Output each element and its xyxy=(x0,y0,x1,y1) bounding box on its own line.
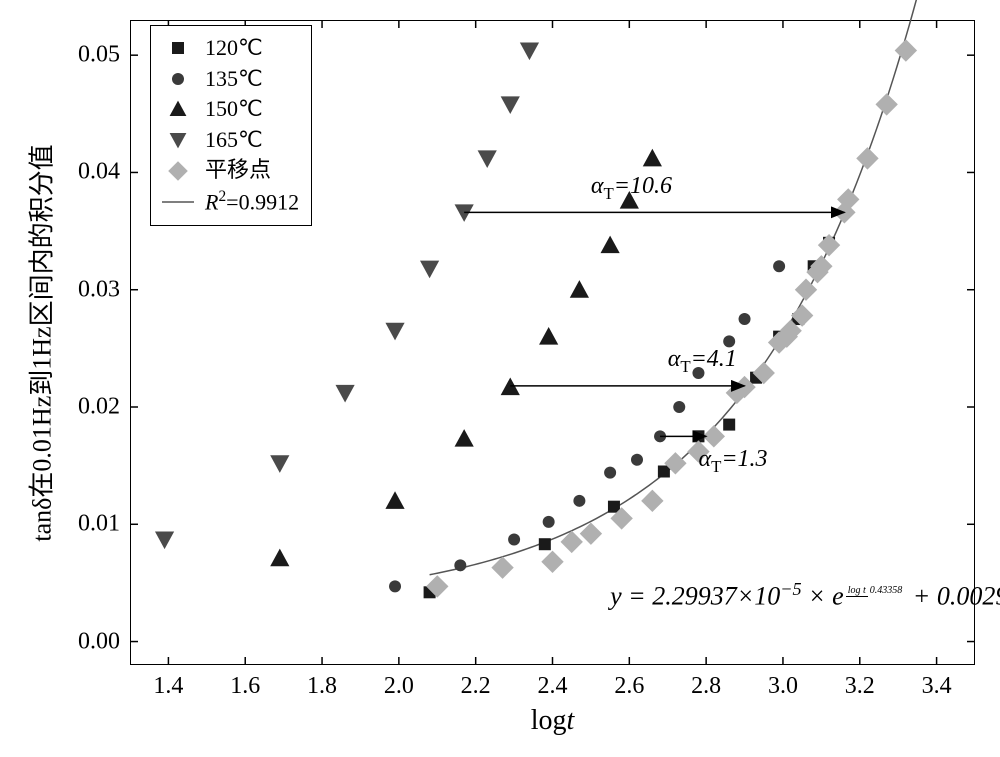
legend-item: 135℃ xyxy=(161,65,299,94)
series-120℃ xyxy=(424,237,835,598)
legend-marker xyxy=(161,130,195,150)
legend-label: R2=0.9912 xyxy=(205,187,299,217)
x-axis-label: logt xyxy=(531,705,575,737)
legend-marker xyxy=(161,99,195,119)
y-axis-label: tanδ在0.01Hz到1Hz区间内的积分值 xyxy=(22,144,59,541)
y-tick-label: 0.01 xyxy=(78,511,120,538)
legend-label: 120℃ xyxy=(205,34,263,63)
legend-item: R2=0.9912 xyxy=(161,187,299,217)
legend-marker xyxy=(161,38,195,58)
legend-marker xyxy=(161,192,195,212)
shift-factor-label: αT=10.6 xyxy=(591,173,672,204)
x-tick-label: 1.8 xyxy=(307,673,337,700)
legend-item: 120℃ xyxy=(161,34,299,63)
legend: 120℃135℃150℃165℃平移点R2=0.9912 xyxy=(150,25,312,226)
fit-curve xyxy=(430,0,918,575)
legend-label: 165℃ xyxy=(205,126,263,155)
x-tick-label: 3.2 xyxy=(845,673,875,700)
x-tick-label: 2.0 xyxy=(384,673,414,700)
x-tick-label: 3.4 xyxy=(922,673,952,700)
shift-factor-label: αT=1.3 xyxy=(698,446,767,477)
x-tick-label: 1.6 xyxy=(230,673,260,700)
legend-marker xyxy=(161,161,195,181)
series-平移点 xyxy=(426,39,917,597)
fit-equation: y = 2.29937×10−5 × elog t0.43358 + 0.002… xyxy=(610,579,1000,612)
y-tick-label: 0.00 xyxy=(78,628,120,655)
legend-label: 平移点 xyxy=(205,156,271,185)
y-tick-label: 0.02 xyxy=(78,394,120,421)
legend-marker xyxy=(161,69,195,89)
shift-factor-label: αT=4.1 xyxy=(668,346,737,377)
y-tick-label: 0.03 xyxy=(78,276,120,303)
x-tick-label: 2.8 xyxy=(691,673,721,700)
x-tick-label: 2.4 xyxy=(538,673,568,700)
legend-item: 165℃ xyxy=(161,126,299,155)
chart-container: 1.4 1.6 1.8 2.0 2.2 2.4 2.6 2.8 3.0 3.2 3.4 0.00 0.0… xyxy=(0,0,1000,757)
legend-label: 150℃ xyxy=(205,95,263,124)
x-tick-label: 2.2 xyxy=(461,673,491,700)
legend-label: 135℃ xyxy=(205,65,263,94)
y-tick-label: 0.05 xyxy=(78,42,120,69)
x-tick-label: 1.4 xyxy=(153,673,183,700)
legend-item: 平移点 xyxy=(161,156,299,185)
x-tick-label: 3.0 xyxy=(768,673,798,700)
x-tick-label: 2.6 xyxy=(614,673,644,700)
legend-item: 150℃ xyxy=(161,95,299,124)
y-tick-label: 0.04 xyxy=(78,159,120,186)
